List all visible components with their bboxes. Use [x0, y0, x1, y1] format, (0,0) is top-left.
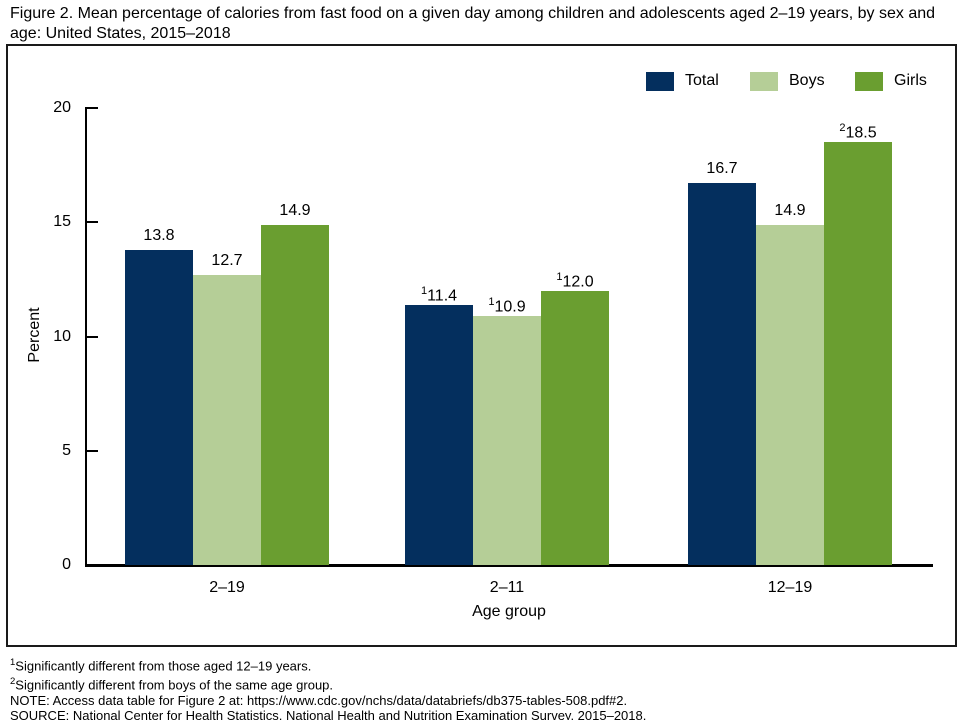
y-tick [85, 221, 98, 224]
legend-label: Boys [789, 72, 825, 89]
chart-box: Percent Age group 0 5 10 15 20 13.8 111.4 16.7 1… [6, 44, 957, 647]
legend-swatch-boys [750, 71, 778, 91]
y-tick [85, 107, 98, 109]
bar-value-label: 110.9 [488, 295, 526, 316]
y-tick-label: 10 [53, 327, 71, 345]
bar-value-label: 218.5 [839, 122, 877, 142]
y-tick [85, 335, 98, 338]
legend-item-boys: Boys [750, 71, 825, 91]
footnote-line: NOTE: Access data table for Figure 2 at:… [10, 692, 628, 708]
legend-swatch-total [646, 71, 674, 91]
y-tick [85, 449, 98, 452]
footnote-line: SOURCE: National Center for Health Stati… [10, 708, 647, 720]
bar-value-label: 111.4 [420, 284, 458, 304]
x-axis-line [85, 564, 933, 567]
bar-total-2 [688, 183, 756, 565]
bar-girls-2 [824, 142, 892, 565]
bar-value-label: 112.0 [556, 270, 594, 291]
bar-value-label: 14.9 [279, 201, 311, 219]
y-tick-label: 0 [62, 556, 71, 573]
superscript-marker: 1 [488, 295, 495, 308]
superscript-marker: 1 [556, 270, 563, 283]
superscript-marker: 2 [839, 122, 846, 135]
bar-boys-1 [473, 315, 541, 565]
legend-swatch-girls [855, 71, 883, 91]
superscript-marker: 1 [10, 657, 16, 668]
x-axis-label: Age group [472, 603, 546, 620]
footnotes: 1Significantly different from those aged… [10, 655, 646, 720]
legend-item-total: Total [646, 71, 719, 91]
x-category-label: 2–11 [489, 579, 525, 596]
bar-boys-0 [193, 274, 261, 565]
superscript-marker: 1 [420, 284, 428, 297]
y-tick-label: 5 [62, 441, 71, 459]
y-tick-label: 15 [53, 213, 71, 231]
bar-girls-1 [541, 290, 609, 565]
y-tick-label: 20 [53, 99, 71, 116]
bar-total-1 [405, 304, 473, 565]
superscript-marker: 2 [10, 675, 16, 687]
bar-boys-2 [756, 224, 824, 565]
bar-value-label: 16.7 [706, 160, 738, 178]
x-category-label: 2–19 [209, 579, 245, 596]
x-category-label: 12–19 [767, 579, 813, 596]
figure-title: Figure 2. Mean percentage of calories fr… [10, 5, 936, 42]
bar-girls-0 [261, 224, 329, 565]
bar-value-label: 14.9 [774, 201, 806, 219]
bar-value-label: 12.7 [211, 251, 243, 269]
footnote-line: 1Significantly different from those aged… [10, 657, 312, 674]
bar-total-0 [125, 249, 193, 565]
legend-label: Total [685, 72, 719, 89]
bar-value-label: 13.8 [143, 226, 175, 244]
footnote-line: 2Significantly different from boys of th… [10, 675, 334, 693]
legend-item-girls: Girls [855, 71, 927, 91]
legend-label: Girls [894, 72, 927, 89]
